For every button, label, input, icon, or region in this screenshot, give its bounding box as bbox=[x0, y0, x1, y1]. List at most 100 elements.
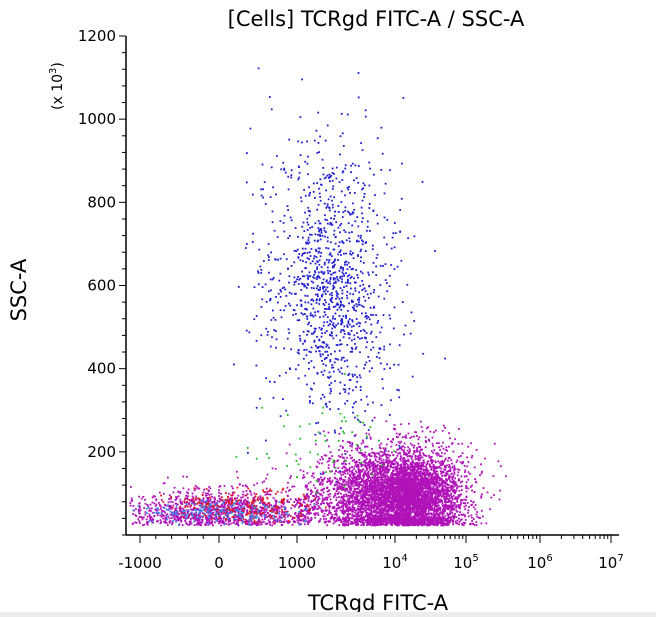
data-point bbox=[333, 173, 335, 175]
data-point bbox=[417, 478, 420, 481]
data-point bbox=[370, 518, 372, 521]
data-point bbox=[438, 442, 440, 445]
data-point bbox=[346, 344, 349, 346]
data-point bbox=[372, 314, 374, 316]
data-point bbox=[341, 488, 343, 491]
data-point bbox=[357, 508, 359, 511]
data-point bbox=[335, 490, 338, 492]
data-point bbox=[298, 171, 301, 174]
data-point bbox=[339, 502, 342, 504]
data-point bbox=[345, 481, 348, 483]
data-point bbox=[300, 196, 302, 199]
data-point bbox=[353, 179, 355, 182]
data-point bbox=[336, 276, 338, 278]
data-point bbox=[333, 218, 335, 220]
data-point bbox=[322, 363, 325, 365]
data-point bbox=[432, 515, 435, 518]
data-point bbox=[378, 488, 380, 490]
data-point bbox=[421, 430, 424, 433]
data-point bbox=[353, 402, 355, 405]
data-point bbox=[359, 322, 362, 325]
data-point bbox=[362, 516, 365, 519]
data-point bbox=[409, 506, 412, 509]
data-point bbox=[304, 247, 307, 250]
data-point bbox=[354, 503, 356, 505]
data-point bbox=[351, 319, 354, 321]
data-point bbox=[323, 290, 326, 293]
data-point bbox=[332, 337, 335, 340]
data-point bbox=[442, 471, 445, 474]
data-point bbox=[445, 449, 447, 451]
data-point bbox=[354, 289, 357, 292]
data-point bbox=[392, 232, 395, 235]
data-point bbox=[346, 263, 349, 266]
data-point bbox=[431, 436, 434, 439]
data-point bbox=[343, 333, 346, 335]
data-point bbox=[374, 501, 377, 504]
data-point bbox=[320, 252, 323, 254]
data-point bbox=[328, 206, 330, 209]
data-point bbox=[365, 501, 368, 503]
data-point bbox=[310, 489, 313, 492]
data-point bbox=[384, 480, 387, 483]
data-point bbox=[316, 261, 319, 263]
data-point bbox=[337, 259, 339, 261]
data-point bbox=[296, 319, 299, 322]
data-point bbox=[283, 230, 286, 233]
data-point bbox=[307, 276, 309, 279]
data-point bbox=[355, 269, 358, 271]
data-point bbox=[320, 229, 323, 232]
data-point bbox=[390, 488, 392, 490]
data-point bbox=[309, 210, 311, 213]
data-point bbox=[498, 498, 501, 501]
data-point bbox=[326, 350, 329, 353]
data-point bbox=[352, 325, 355, 327]
data-point bbox=[366, 467, 368, 469]
data-point bbox=[441, 523, 443, 526]
data-point bbox=[292, 309, 295, 311]
data-point bbox=[316, 466, 319, 469]
data-point bbox=[293, 485, 296, 488]
data-point bbox=[339, 224, 341, 227]
data-point bbox=[348, 497, 351, 500]
data-point bbox=[416, 471, 419, 474]
data-point bbox=[288, 302, 290, 305]
data-point bbox=[346, 275, 349, 278]
data-point bbox=[308, 395, 311, 398]
data-point bbox=[416, 477, 419, 480]
data-point bbox=[417, 442, 420, 445]
data-point bbox=[413, 449, 416, 452]
data-point bbox=[308, 367, 310, 370]
data-point bbox=[356, 380, 359, 383]
data-point bbox=[341, 271, 344, 274]
data-point bbox=[341, 356, 343, 359]
data-point bbox=[458, 489, 461, 492]
data-point bbox=[350, 164, 352, 167]
data-point bbox=[367, 477, 369, 479]
data-point bbox=[340, 496, 343, 499]
data-point bbox=[338, 485, 341, 487]
data-point bbox=[413, 512, 416, 515]
data-point bbox=[361, 312, 363, 315]
data-point bbox=[386, 483, 389, 486]
data-point bbox=[454, 512, 456, 515]
data-point bbox=[379, 503, 382, 506]
data-point bbox=[385, 511, 388, 513]
data-point bbox=[451, 485, 453, 488]
data-point bbox=[330, 300, 332, 303]
data-point bbox=[272, 276, 275, 279]
data-point bbox=[385, 443, 388, 446]
data-point bbox=[318, 151, 320, 153]
data-point bbox=[322, 173, 325, 176]
data-point bbox=[339, 519, 342, 522]
data-point bbox=[391, 478, 394, 480]
data-point bbox=[320, 502, 322, 505]
data-point bbox=[279, 220, 282, 222]
data-point bbox=[331, 167, 334, 170]
data-point bbox=[325, 402, 328, 405]
data-point bbox=[366, 464, 369, 467]
data-point bbox=[439, 464, 442, 467]
data-point bbox=[356, 476, 359, 478]
data-point bbox=[383, 493, 385, 495]
data-point bbox=[275, 193, 277, 196]
